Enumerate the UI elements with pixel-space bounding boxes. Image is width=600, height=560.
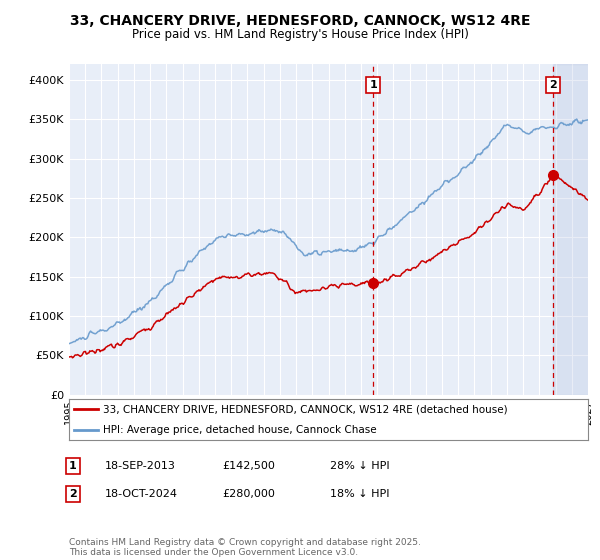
- Text: 18-SEP-2013: 18-SEP-2013: [105, 461, 176, 471]
- Bar: [553, 64, 590, 395]
- Text: HPI: Average price, detached house, Cannock Chase: HPI: Average price, detached house, Cann…: [103, 424, 376, 435]
- Text: £280,000: £280,000: [222, 489, 275, 499]
- Text: 33, CHANCERY DRIVE, HEDNESFORD, CANNOCK, WS12 4RE (detached house): 33, CHANCERY DRIVE, HEDNESFORD, CANNOCK,…: [103, 404, 508, 414]
- Text: 28% ↓ HPI: 28% ↓ HPI: [330, 461, 389, 471]
- Text: 2: 2: [549, 80, 557, 90]
- Text: Contains HM Land Registry data © Crown copyright and database right 2025.
This d: Contains HM Land Registry data © Crown c…: [69, 538, 421, 557]
- Text: Price paid vs. HM Land Registry's House Price Index (HPI): Price paid vs. HM Land Registry's House …: [131, 28, 469, 41]
- Text: 2: 2: [69, 489, 77, 499]
- Text: 33, CHANCERY DRIVE, HEDNESFORD, CANNOCK, WS12 4RE: 33, CHANCERY DRIVE, HEDNESFORD, CANNOCK,…: [70, 14, 530, 28]
- Text: £142,500: £142,500: [222, 461, 275, 471]
- Text: 18-OCT-2024: 18-OCT-2024: [105, 489, 178, 499]
- Text: 1: 1: [69, 461, 77, 471]
- Text: 18% ↓ HPI: 18% ↓ HPI: [330, 489, 389, 499]
- Text: 1: 1: [369, 80, 377, 90]
